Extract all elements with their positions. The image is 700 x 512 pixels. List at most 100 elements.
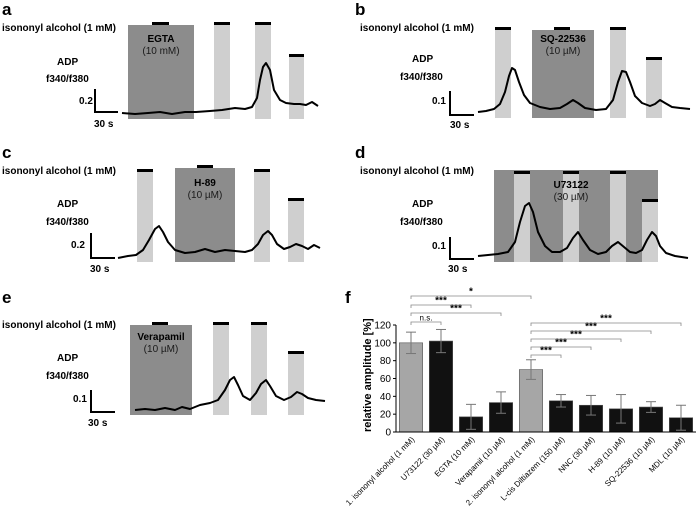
panel-d-letter: d — [355, 143, 365, 162]
panel-e-stim-bar — [288, 351, 304, 354]
panel-c-ratio: f340/f380 — [46, 217, 89, 228]
panel-e-stim-region — [213, 325, 229, 415]
panel-c-stim-bar — [197, 165, 213, 168]
panel-c-scale-x: 30 s — [90, 264, 110, 275]
y-tick-label: 80 — [380, 356, 392, 367]
panel-b-stim-region — [610, 30, 626, 118]
panel-a-stim-bar — [289, 54, 304, 57]
panel-a-adp: ADP — [57, 57, 78, 68]
panel-f: f relative amplitude [%] 0 20 40 60 80 100 120… — [344, 287, 696, 508]
bar — [398, 342, 423, 433]
panel-d-inhibitor-conc: (30 µM) — [554, 192, 589, 203]
panel-c: c isononyl alcohol (1 mM) H-89 (10 µM) A… — [2, 143, 321, 275]
significance-label: *** — [435, 296, 447, 307]
panel-b-adp: ADP — [412, 54, 433, 65]
panel-c-stim-bar — [254, 169, 270, 172]
significance-bracket — [530, 346, 592, 350]
panel-b-stim-region — [646, 60, 662, 118]
panel-c-inhibitor-region — [175, 168, 235, 262]
panel-b-trace — [477, 67, 691, 113]
panel-d-stim-bar — [563, 171, 579, 174]
panel-a-inhibitor-conc: (10 mM) — [142, 46, 179, 57]
panel-a-ratio: f340/f380 — [46, 74, 89, 85]
panel-a-stim-region — [289, 57, 304, 119]
panel-d-trace — [477, 202, 689, 259]
panel-b: b isononyl alcohol (1 mM) SQ-22536 (10 µ… — [355, 0, 691, 131]
significance-label: *** — [555, 338, 567, 349]
panel-c-adp: ADP — [57, 199, 78, 210]
panel-e-title: isononyl alcohol (1 mM) — [2, 320, 116, 331]
panel-d-scale-x: 30 s — [448, 264, 468, 275]
panel-e-inhibitor-conc: (10 µM) — [144, 344, 179, 355]
panel-c-stim-bar — [288, 198, 304, 201]
significance-bracket — [410, 304, 472, 308]
panel-e-trace — [134, 376, 326, 411]
x-axis-ticks: 1. isononyl alcohol (1 mM)U73122 (30 µM)… — [344, 435, 687, 508]
panel-c-scale-bar — [90, 233, 115, 259]
panel-c-title: isononyl alcohol (1 mM) — [2, 166, 116, 177]
significance-bracket — [410, 312, 502, 316]
panel-d-inhibitor: U73122 — [553, 180, 588, 191]
panel-e-letter: e — [2, 288, 11, 307]
panel-a-stim-region — [214, 25, 230, 119]
significance-label: *** — [585, 322, 597, 333]
significance-bracket — [530, 330, 652, 334]
significance-label: *** — [450, 304, 462, 315]
panel-e-scale-bar — [90, 390, 115, 413]
panel-b-inhibitor-conc: (10 µM) — [546, 46, 581, 57]
panel-a-stim-bar — [214, 22, 230, 25]
panel-a-title: isononyl alcohol (1 mM) — [2, 23, 116, 34]
panel-e-stim-bar — [213, 322, 229, 325]
panel-e-adp: ADP — [57, 353, 78, 364]
significance-label: *** — [540, 346, 552, 357]
y-axis-label: relative amplitude [%] — [362, 318, 374, 432]
panel-a-scale-bar — [94, 89, 118, 113]
panel-e-stim-bar — [251, 322, 267, 325]
panel-a-inhibitor: EGTA — [147, 34, 174, 45]
significance-bracket — [530, 338, 622, 342]
panel-c-stim-region — [254, 172, 270, 262]
panel-a-stim-bar — [152, 22, 169, 25]
panel-a-trace — [121, 62, 319, 115]
panel-d: d isononyl alcohol (1 mM) U73122 (30 µM)… — [355, 143, 689, 275]
panel-e-ratio: f340/f380 — [46, 371, 89, 382]
panel-d-adp: ADP — [412, 199, 433, 210]
panel-d-ratio: f340/f380 — [400, 217, 443, 228]
panel-a-letter: a — [2, 0, 12, 19]
significance-brackets: *******n.s. *************** — [410, 287, 682, 358]
panel-b-inhibitor-region — [532, 30, 594, 118]
panel-c-stim-bar — [137, 169, 153, 172]
panel-b-ratio: f340/f380 — [400, 72, 443, 83]
panel-c-trace — [117, 225, 321, 259]
panel-b-stim-bar — [646, 57, 662, 60]
y-tick-label: 100 — [374, 338, 391, 349]
panel-b-scale-x: 30 s — [450, 120, 470, 131]
y-axis-ticks: 0 20 40 60 80 100 120 — [374, 321, 396, 439]
panel-d-scale-y: 0.1 — [432, 241, 446, 252]
panel-a-stim-bar — [255, 22, 271, 25]
panel-f-letter: f — [345, 288, 351, 307]
panel-d-stim-region — [642, 202, 658, 262]
panel-c-scale-y: 0.2 — [71, 240, 85, 251]
bars — [398, 328, 693, 433]
panel-b-letter: b — [355, 0, 365, 19]
significance-label: * — [469, 287, 473, 298]
panel-c-letter: c — [2, 143, 11, 162]
significance-label: n.s. — [420, 314, 433, 323]
y-tick-label: 0 — [385, 428, 391, 439]
significance-label: *** — [570, 330, 582, 341]
y-tick-label: 60 — [380, 374, 392, 385]
panel-e-scale-y: 0.1 — [73, 394, 87, 405]
panel-d-stim-bar — [514, 171, 530, 174]
panel-e: e isononyl alcohol (1 mM) Verapamil (10 … — [2, 288, 326, 429]
panel-d-stim-bar — [642, 199, 658, 202]
y-tick-label: 20 — [380, 410, 392, 421]
significance-bracket — [530, 322, 682, 326]
panel-a-scale-x: 30 s — [94, 119, 114, 130]
panel-e-stim-region — [251, 325, 267, 415]
panel-a-scale-y: 0.2 — [79, 96, 93, 107]
significance-bracket — [410, 295, 532, 299]
panel-b-stim-bar — [495, 27, 511, 30]
significance-bracket — [530, 354, 562, 358]
panel-c-inhibitor: H-89 — [194, 178, 216, 189]
